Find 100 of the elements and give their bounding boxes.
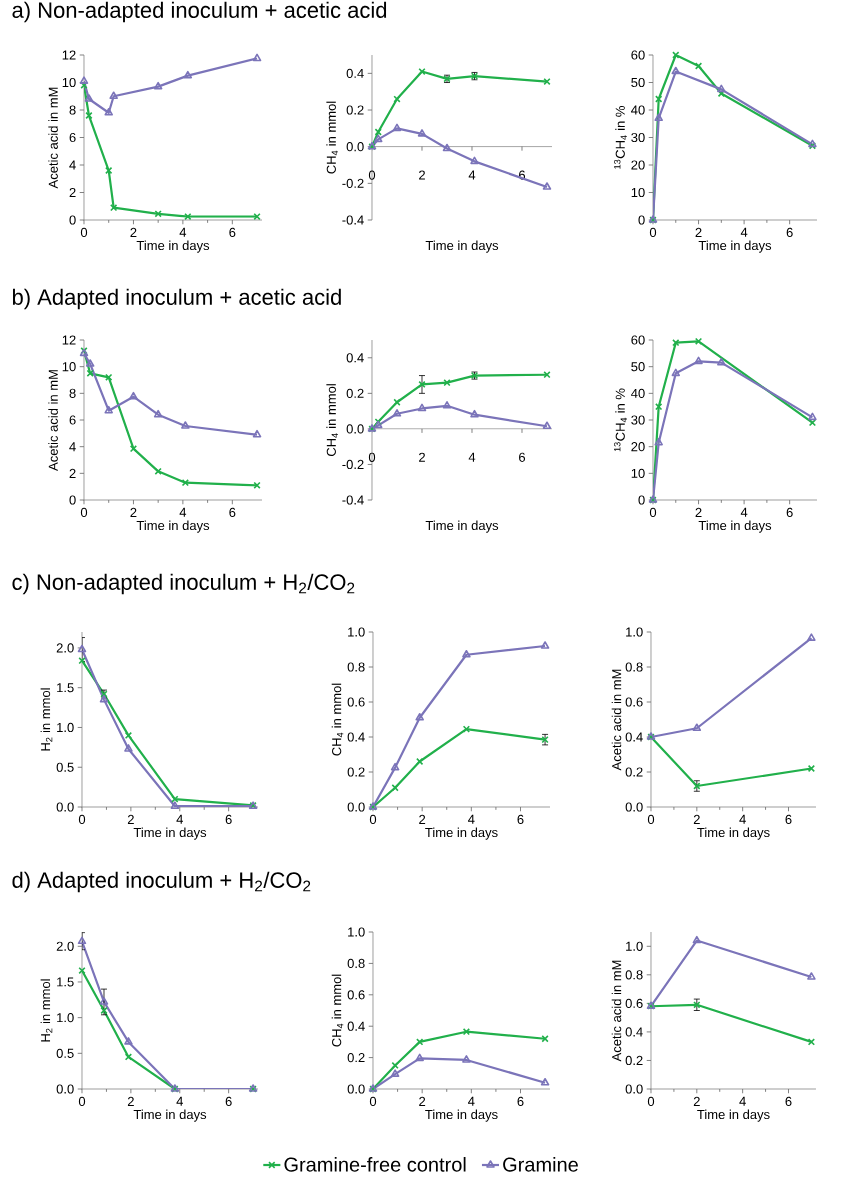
chart-title: b) Adapted inoculum + acetic acid [12, 288, 341, 310]
y-tick-label: 0.0 [346, 424, 364, 434]
point [470, 156, 479, 165]
point [252, 429, 262, 438]
y-tick-label: 0.6 [625, 697, 643, 707]
point [540, 1077, 550, 1086]
y-tick-label: 1.0 [57, 722, 74, 733]
y-tick-label: 0.2 [625, 767, 643, 777]
point [392, 408, 402, 417]
y-axis-title: CH$_{4}$ in mmol [331, 683, 344, 756]
y-axis-title: Acetic acid in mM [611, 669, 622, 771]
y-tick-label: 0.6 [347, 990, 365, 1000]
point [540, 641, 550, 649]
x-axis-title: Time in days [136, 240, 210, 253]
y-tick-label: 0 [638, 495, 645, 505]
x-tick-label: 4 [468, 170, 476, 180]
legend-label: Gramine-free control [284, 1157, 466, 1172]
x-tick-label: 4 [740, 507, 748, 517]
point [692, 935, 702, 944]
y-tick-label: 0.4 [346, 353, 364, 363]
x-tick-label: 6 [229, 227, 236, 238]
point [392, 123, 402, 132]
point [124, 744, 133, 752]
point [808, 419, 817, 427]
y-tick-label: 12 [62, 335, 76, 345]
point [153, 81, 163, 90]
y-tick-label: 1.0 [348, 927, 365, 937]
x-tick-label: 2 [127, 814, 134, 824]
point [99, 694, 109, 703]
point [105, 373, 113, 381]
y-tick-label: 60 [631, 50, 645, 60]
point [84, 94, 94, 102]
x-tick-label: 2 [693, 814, 700, 824]
point [542, 421, 552, 430]
y-tick-label: 0.4 [347, 1021, 365, 1031]
point [807, 764, 816, 773]
point [694, 356, 703, 365]
y-tick-label: 40 [631, 388, 645, 398]
y-tick-label: 1.0 [626, 941, 643, 951]
x-axis-title: Time in days [425, 1109, 498, 1122]
point [807, 633, 816, 641]
y-tick-label: 2.0 [56, 941, 74, 951]
point [462, 1028, 471, 1036]
x-tick-label: 0 [369, 814, 377, 825]
point [170, 801, 180, 810]
y-tick-label: 30 [631, 132, 645, 143]
x-tick-label: 4 [468, 814, 475, 824]
y-tick-label: 10 [62, 77, 76, 88]
y-axis-title: Acetic acid in mM [48, 87, 58, 189]
y-tick-label: 0.6 [625, 998, 643, 1008]
x-tick-label: 2 [695, 227, 702, 237]
point [104, 107, 113, 116]
point [85, 359, 95, 367]
y-axis-title: CH$_{4}$ in mmol [326, 384, 338, 457]
y-tick-label: 20 [631, 160, 645, 170]
y-tick-label: 30 [631, 415, 645, 425]
x-tick-label: 0 [368, 452, 376, 462]
x-axis-title: Time in days [697, 827, 770, 840]
legend-label: Gramine [503, 1157, 578, 1172]
point [183, 70, 193, 79]
point [694, 337, 703, 345]
x-axis-title: Time in days [425, 520, 499, 533]
y-tick-label: 1.0 [348, 627, 365, 637]
y-axis-title: H$_{2}$ in mmol [40, 979, 53, 1042]
point [717, 84, 726, 93]
point [442, 401, 452, 409]
y-tick-label: -0.2 [342, 459, 364, 470]
y-tick-label: -0.4 [342, 215, 364, 225]
x-tick-label: 4 [179, 507, 187, 517]
point [654, 437, 663, 446]
point [692, 723, 702, 732]
y-tick-label: 1.5 [57, 683, 74, 693]
y-tick-label: 1.5 [57, 977, 74, 987]
chart-title: d) Adapted inoculum + H$_{2}$/CO$_{2}$ [12, 871, 311, 893]
point [654, 113, 663, 122]
x-tick-label: 4 [176, 814, 184, 824]
point [808, 412, 817, 421]
y-tick-label: 0.4 [625, 1027, 643, 1037]
point [104, 405, 113, 414]
y-tick-label: 10 [631, 187, 645, 198]
x-tick-label: 6 [519, 452, 526, 462]
y-tick-label: 0 [69, 495, 76, 505]
x-tick-label: 0 [78, 1096, 86, 1107]
x-tick-label: 2 [419, 1096, 426, 1106]
y-tick-label: 4 [69, 160, 76, 170]
point [129, 445, 138, 453]
x-tick-label: 0 [647, 1096, 655, 1107]
x-axis-title: Time in days [136, 520, 210, 533]
y-axis-title: $^{13}$CH$_{4}$ in % [614, 106, 627, 169]
y-tick-label: 1.0 [57, 1013, 74, 1023]
y-tick-label: 0.0 [625, 802, 643, 812]
chart-title: c) Non-adapted inoculum + H$_{2}$/CO$_{2}$ [12, 573, 355, 595]
y-tick-label: 0.4 [347, 732, 365, 742]
x-axis-title: Time in days [698, 520, 772, 533]
y-tick-label: 0.0 [347, 1084, 365, 1094]
y-tick-label: 0.4 [346, 68, 364, 78]
point [77, 644, 87, 653]
point [390, 762, 400, 771]
y-axis-title: H$_{2}$ in mmol [40, 688, 53, 751]
x-tick-label: 0 [649, 507, 657, 518]
